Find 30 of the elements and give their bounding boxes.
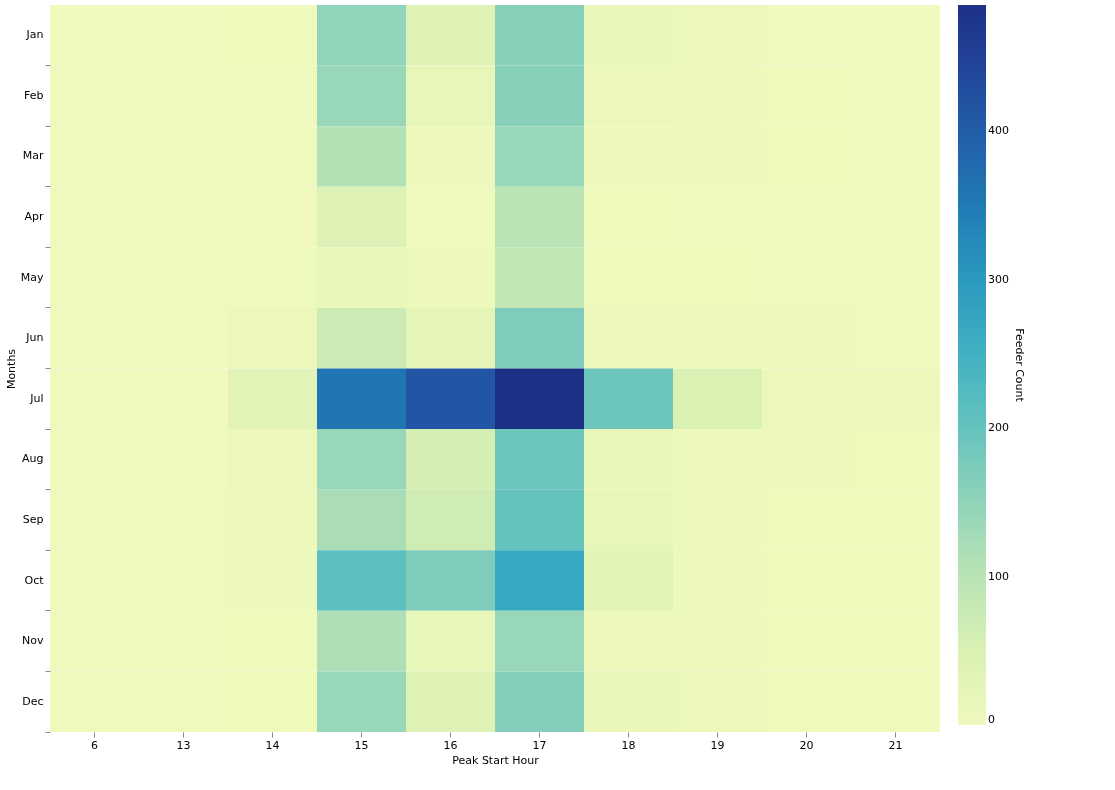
y-tick-label: Nov: [22, 634, 44, 648]
x-tick-label: 21: [888, 738, 903, 752]
x-axis-title: Peak Start Hour: [452, 753, 540, 767]
x-tick-label: 16: [443, 738, 458, 752]
y-tick-label: Oct: [24, 573, 45, 587]
y-tick-label: Mar: [22, 149, 44, 163]
color-bar-label: 100: [988, 569, 1009, 583]
color-bar-label: 200: [988, 421, 1009, 435]
x-tick-label: 17: [532, 738, 547, 752]
y-tick-label: Dec: [22, 694, 44, 708]
y-tick-label: Sep: [22, 512, 44, 526]
x-tick-label: 18: [621, 738, 636, 752]
x-tick-label: 19: [710, 738, 725, 752]
y-tick-label: Apr: [24, 210, 44, 224]
color-bar-label: 0: [988, 713, 995, 726]
y-tick-label: Jan: [25, 28, 44, 42]
y-tick-label: Jun: [25, 331, 44, 345]
x-tick-label: 15: [354, 738, 369, 752]
color-bar-title: Feeder Count: [1013, 328, 1026, 403]
color-bar-label: 300: [988, 272, 1009, 286]
y-tick-label: Feb: [24, 88, 44, 102]
color-bar-label: 400: [988, 124, 1009, 138]
y-tick-label: Jul: [29, 391, 44, 405]
x-tick-label: 20: [799, 738, 814, 752]
x-tick-label: 13: [176, 738, 191, 752]
y-tick-label: May: [20, 270, 44, 284]
y-axis-title: Months: [4, 348, 18, 390]
x-tick-label: 14: [265, 738, 280, 752]
y-tick-label: Aug: [22, 452, 44, 466]
x-tick-label: 6: [91, 738, 98, 752]
